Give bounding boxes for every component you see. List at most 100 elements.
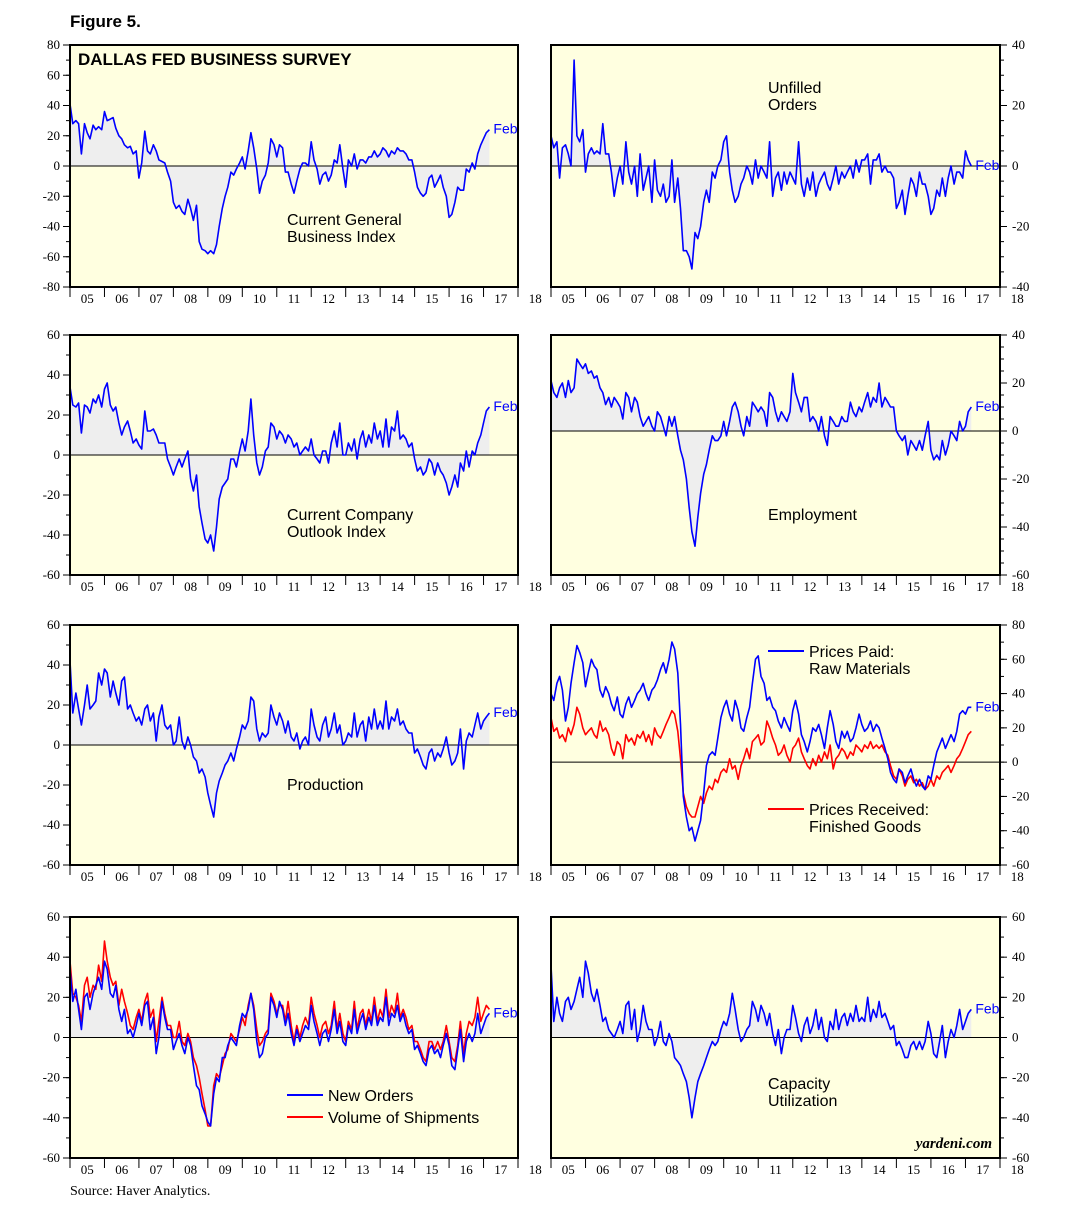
x-tick-label: 13 bbox=[838, 291, 851, 306]
y-tick-label: 80 bbox=[1012, 617, 1025, 632]
x-tick-label: 15 bbox=[425, 869, 438, 884]
y-tick-label: -20 bbox=[1012, 471, 1029, 486]
y-tick-label: 0 bbox=[1012, 1030, 1019, 1045]
y-tick-label: 60 bbox=[1012, 909, 1025, 924]
x-tick-label: 16 bbox=[460, 291, 474, 306]
x-tick-label: 05 bbox=[562, 579, 575, 594]
feb-label: Feb bbox=[975, 698, 999, 714]
series-label: Capacity bbox=[768, 1076, 830, 1093]
y-tick-label: 20 bbox=[1012, 375, 1025, 390]
x-tick-label: 09 bbox=[700, 291, 713, 306]
series-label: Orders bbox=[768, 97, 817, 114]
feb-label: Feb bbox=[975, 1000, 999, 1016]
legend-label: Finished Goods bbox=[809, 819, 921, 836]
x-tick-label: 14 bbox=[873, 1162, 887, 1177]
x-tick-label: 15 bbox=[907, 291, 920, 306]
series-line bbox=[550, 358, 972, 547]
y-tick-label: 40 bbox=[1012, 37, 1025, 52]
x-tick-label: 07 bbox=[150, 1162, 164, 1177]
x-tick-label: 15 bbox=[907, 579, 920, 594]
y-tick-label: -40 bbox=[1012, 279, 1029, 294]
x-tick-label: 12 bbox=[322, 579, 335, 594]
panel-unfilled: 40 20 0 -20 -40 05 06 07 08 09 10 11 12 13 14 15 16 17 18 F… bbox=[550, 37, 1029, 306]
y-tick-label: -20 bbox=[1012, 788, 1029, 803]
y-tick-label: 0 bbox=[54, 1030, 61, 1045]
legend-label: Raw Materials bbox=[809, 661, 910, 678]
x-tick-label: 05 bbox=[81, 291, 94, 306]
x-tick-label: 14 bbox=[873, 869, 887, 884]
series-label: Current Company bbox=[287, 507, 413, 524]
area-fill bbox=[551, 359, 972, 547]
y-tick-label: 20 bbox=[1012, 989, 1025, 1004]
series-line bbox=[69, 103, 490, 255]
y-tick-label: 40 bbox=[1012, 949, 1025, 964]
x-tick-label: 11 bbox=[288, 579, 301, 594]
y-tick-label: -60 bbox=[1012, 857, 1029, 872]
y-tick-label: 60 bbox=[47, 327, 60, 342]
x-tick-label: 09 bbox=[700, 869, 713, 884]
y-tick-label: -40 bbox=[43, 1110, 60, 1125]
x-tick-label: 07 bbox=[631, 869, 645, 884]
x-tick-label: 15 bbox=[425, 1162, 438, 1177]
x-tick-label: 14 bbox=[873, 579, 887, 594]
x-tick-label: 09 bbox=[700, 579, 713, 594]
y-tick-label: -60 bbox=[43, 857, 60, 872]
x-tick-label: 16 bbox=[942, 869, 956, 884]
x-tick-label: 08 bbox=[184, 291, 197, 306]
feb-label: Feb bbox=[975, 398, 999, 414]
series-line bbox=[550, 960, 972, 1119]
x-tick-label: 05 bbox=[562, 1162, 575, 1177]
x-tick-label: 12 bbox=[804, 291, 817, 306]
y-tick-label: 20 bbox=[47, 407, 60, 422]
x-tick-label: 17 bbox=[494, 1162, 508, 1177]
x-tick-label: 08 bbox=[184, 579, 197, 594]
y-tick-label: 60 bbox=[1012, 651, 1025, 666]
feb-label: Feb bbox=[493, 704, 517, 720]
x-tick-label: 10 bbox=[734, 291, 747, 306]
x-tick-label: 16 bbox=[942, 291, 956, 306]
x-tick-label: 08 bbox=[665, 291, 678, 306]
x-tick-label: 14 bbox=[391, 291, 405, 306]
x-tick-label: 07 bbox=[631, 291, 645, 306]
y-tick-label: 40 bbox=[1012, 327, 1025, 342]
chart-title: DALLAS FED BUSINESS SURVEY bbox=[78, 50, 352, 69]
x-tick-label: 15 bbox=[907, 1162, 920, 1177]
y-tick-label: -80 bbox=[43, 279, 60, 294]
x-tick-label: 15 bbox=[425, 579, 438, 594]
x-tick-label: 12 bbox=[322, 869, 335, 884]
x-tick-label: 05 bbox=[562, 291, 575, 306]
panel-outlook: 60 40 20 0 -20 -40 -60 05 06 07 08 09 10 11 12 13 14 15 16… bbox=[43, 327, 542, 594]
x-tick-label: 09 bbox=[219, 869, 232, 884]
x-tick-label: 14 bbox=[391, 1162, 405, 1177]
x-tick-label: 13 bbox=[356, 1162, 369, 1177]
series-label: Utilization bbox=[768, 1093, 837, 1110]
x-tick-label: 09 bbox=[219, 579, 232, 594]
x-tick-label: 07 bbox=[631, 1162, 645, 1177]
x-tick-label: 11 bbox=[769, 869, 782, 884]
x-tick-label: 15 bbox=[907, 869, 920, 884]
y-tick-label: -20 bbox=[43, 1070, 60, 1085]
legend-label: New Orders bbox=[328, 1088, 413, 1105]
series-label: Current General bbox=[287, 212, 402, 229]
x-tick-label: 12 bbox=[804, 579, 817, 594]
x-tick-label: 11 bbox=[769, 291, 782, 306]
x-tick-label: 09 bbox=[219, 291, 232, 306]
x-tick-label: 18 bbox=[1011, 579, 1024, 594]
series-line bbox=[69, 382, 491, 552]
y-tick-label: 60 bbox=[47, 909, 60, 924]
x-tick-label: 05 bbox=[562, 869, 575, 884]
x-tick-label: 10 bbox=[253, 291, 266, 306]
series-label: Business Index bbox=[287, 229, 396, 246]
watermark: yardeni.com bbox=[914, 1136, 992, 1152]
legend-label: Prices Paid: bbox=[809, 644, 894, 661]
x-tick-label: 06 bbox=[115, 1162, 129, 1177]
y-tick-label: -60 bbox=[43, 1150, 60, 1165]
series-line bbox=[550, 706, 972, 818]
x-tick-label: 18 bbox=[529, 1162, 542, 1177]
x-tick-label: 17 bbox=[976, 579, 990, 594]
figure-title: Figure 5. bbox=[70, 12, 141, 31]
x-tick-label: 06 bbox=[115, 291, 129, 306]
y-tick-label: 0 bbox=[54, 737, 61, 752]
series-line bbox=[550, 641, 972, 842]
